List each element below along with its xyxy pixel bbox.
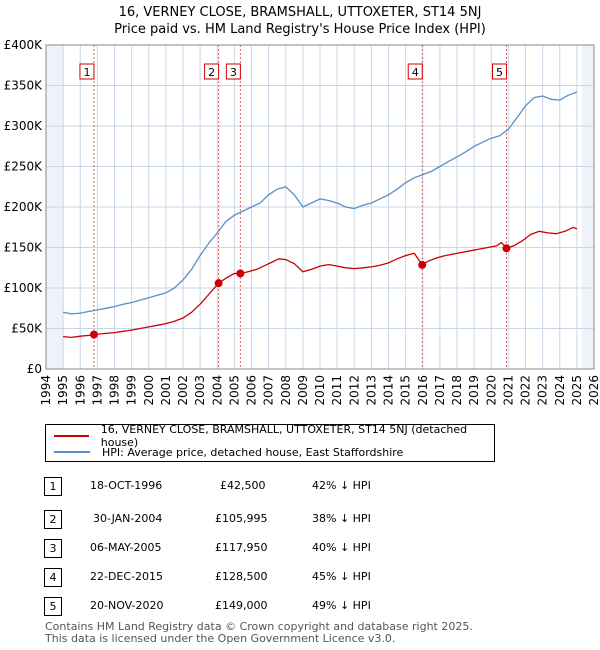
legend-label-hpi: HPI: Average price, detached house, East… bbox=[102, 445, 404, 459]
chart-title: 16, VERNEY CLOSE, BRAMSHALL, UTTOXETER, … bbox=[118, 5, 482, 20]
x-tick-label: 2009 bbox=[296, 375, 310, 406]
transaction-number: 4 bbox=[44, 568, 62, 587]
sale-label-text: 3 bbox=[230, 66, 237, 79]
x-tick-label: 2011 bbox=[330, 375, 344, 406]
x-tick-label: 2003 bbox=[193, 375, 207, 406]
sale-label-box bbox=[491, 63, 507, 80]
y-tick-label: £50K bbox=[11, 322, 43, 336]
x-tick-label: 1994 bbox=[39, 375, 53, 406]
sale-point bbox=[502, 244, 511, 253]
x-tick-label: 2018 bbox=[450, 375, 464, 406]
transaction-price: £117,950 bbox=[215, 541, 268, 554]
sale-label-text: 1 bbox=[83, 66, 90, 79]
transaction-date: 06-MAY-2005 bbox=[90, 541, 162, 554]
x-tick-label: 2005 bbox=[227, 375, 241, 406]
x-tick-label: 2006 bbox=[245, 375, 259, 406]
sale-label-text: 2 bbox=[208, 66, 215, 79]
y-tick-label: £250K bbox=[4, 160, 44, 174]
transaction-number: 1 bbox=[44, 477, 62, 496]
legend-item-hpi: HPI: Average price, detached house, East… bbox=[54, 444, 403, 460]
table-row: 1 18-OCT-1996 £42,500 42% ↓ HPI bbox=[0, 477, 600, 499]
x-tick-label: 2019 bbox=[467, 375, 481, 406]
x-tick-label: 2007 bbox=[262, 375, 276, 406]
x-tick-label: 2010 bbox=[313, 375, 327, 406]
table-row: 3 06-MAY-2005 £117,950 40% ↓ HPI bbox=[0, 539, 600, 561]
x-tick-label: 2026 bbox=[587, 375, 600, 406]
sale-point bbox=[89, 330, 98, 339]
x-tick-label: 2004 bbox=[210, 375, 224, 406]
legend-swatch-red bbox=[54, 435, 89, 437]
y-tick-label: £400K bbox=[4, 38, 44, 52]
footer-licence: This data is licensed under the Open Gov… bbox=[45, 632, 396, 645]
x-tick-label: 2015 bbox=[399, 375, 413, 406]
x-tick-label: 1997 bbox=[90, 375, 104, 406]
x-tick-label: 2024 bbox=[553, 375, 567, 406]
transaction-hpi-diff: 40% ↓ HPI bbox=[312, 541, 371, 554]
x-tick-label: 2013 bbox=[364, 375, 378, 406]
x-tick-label: 2021 bbox=[501, 375, 515, 406]
x-tick-label: 2002 bbox=[176, 375, 190, 406]
transaction-date: 30-JAN-2004 bbox=[93, 512, 163, 525]
transaction-hpi-diff: 38% ↓ HPI bbox=[312, 512, 371, 525]
transaction-price: £42,500 bbox=[220, 479, 266, 492]
footer-copyright: Contains HM Land Registry data © Crown c… bbox=[45, 620, 473, 633]
x-tick-label: 2020 bbox=[484, 375, 498, 406]
x-tick-label: 2016 bbox=[416, 375, 430, 406]
price-chart: £0 £50K £100K £150K £200K £250K £300K £350K £400… bbox=[4, 38, 600, 406]
y-tick-label: £300K bbox=[4, 119, 44, 133]
transaction-hpi-diff: 42% ↓ HPI bbox=[312, 479, 371, 492]
transaction-price: £105,995 bbox=[215, 512, 268, 525]
legend: 16, VERNEY CLOSE, BRAMSHALL, UTTOXETER, … bbox=[45, 423, 495, 462]
x-tick-label: 2012 bbox=[347, 375, 361, 406]
transaction-date: 20-NOV-2020 bbox=[90, 599, 164, 612]
chart-subtitle: Price paid vs. HM Land Registry's House … bbox=[114, 22, 486, 37]
x-tick-label: 2001 bbox=[159, 375, 173, 406]
x-tick-label: 2022 bbox=[519, 375, 533, 406]
sale-label-box bbox=[407, 63, 423, 80]
transaction-price: £128,500 bbox=[215, 570, 268, 583]
x-tick-label: 2023 bbox=[536, 375, 550, 406]
sale-label-box bbox=[204, 63, 220, 80]
x-tick-label: 2014 bbox=[382, 375, 396, 406]
transaction-price: £149,000 bbox=[215, 599, 268, 612]
transaction-date: 22-DEC-2015 bbox=[90, 570, 164, 583]
sale-point bbox=[214, 279, 223, 288]
transaction-number: 2 bbox=[44, 510, 62, 529]
x-tick-label: 1996 bbox=[73, 375, 87, 406]
y-tick-label: £350K bbox=[4, 79, 44, 93]
table-row: 5 20-NOV-2020 £149,000 49% ↓ HPI bbox=[0, 597, 600, 619]
legend-label-property: 16, VERNEY CLOSE, BRAMSHALL, UTTOXETER, … bbox=[100, 423, 468, 449]
legend-swatch-blue bbox=[54, 451, 90, 453]
table-row: 4 22-DEC-2015 £128,500 45% ↓ HPI bbox=[0, 568, 600, 590]
transaction-number: 5 bbox=[44, 597, 62, 616]
sale-label-text: 5 bbox=[496, 66, 503, 79]
x-tick-label: 2008 bbox=[279, 375, 293, 406]
x-tick-label: 1995 bbox=[56, 375, 70, 406]
series-line bbox=[62, 91, 578, 315]
transaction-date: 18-OCT-1996 bbox=[90, 479, 163, 492]
x-tick-label: 1999 bbox=[125, 375, 139, 406]
sale-label-text: 4 bbox=[412, 66, 419, 79]
series-line bbox=[63, 226, 578, 339]
plot-border bbox=[45, 44, 595, 370]
sale-point bbox=[418, 260, 427, 269]
table-row: 2 30-JAN-2004 £105,995 38% ↓ HPI bbox=[0, 510, 600, 532]
sale-label-box bbox=[79, 63, 95, 80]
sale-label-box bbox=[225, 63, 241, 80]
transaction-hpi-diff: 45% ↓ HPI bbox=[312, 570, 371, 583]
x-tick-label: 2000 bbox=[142, 375, 156, 406]
y-tick-label: £0 bbox=[27, 362, 42, 376]
y-tick-label: £200K bbox=[4, 200, 44, 214]
legend-item-property: 16, VERNEY CLOSE, BRAMSHALL, UTTOXETER, … bbox=[54, 423, 494, 449]
transaction-hpi-diff: 49% ↓ HPI bbox=[312, 599, 371, 612]
x-tick-label: 2025 bbox=[570, 375, 584, 406]
sale-point bbox=[236, 269, 245, 278]
transaction-number: 3 bbox=[44, 539, 62, 558]
y-tick-label: £100K bbox=[4, 281, 44, 295]
x-tick-label: 2017 bbox=[433, 375, 447, 406]
x-tick-label: 1998 bbox=[108, 375, 122, 406]
y-tick-label: £150K bbox=[4, 241, 44, 255]
